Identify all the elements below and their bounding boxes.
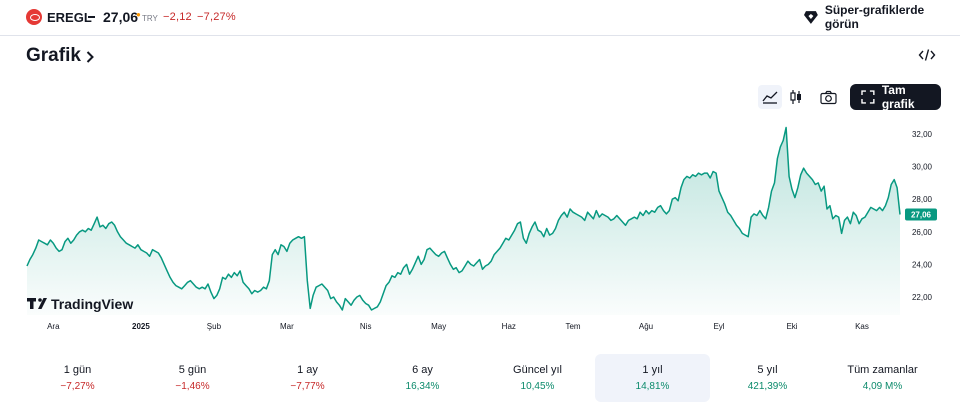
period-button[interactable]: Güncel yıl 10,45% xyxy=(480,354,595,402)
fullscreen-label: Tam grafik xyxy=(881,83,915,111)
y-axis-tick-label: 32,00 xyxy=(912,130,933,139)
x-axis-tick-label: Haz xyxy=(502,322,516,331)
last-price-badge xyxy=(905,208,937,221)
separator-dash xyxy=(88,16,95,18)
price-line xyxy=(26,126,901,311)
x-axis-tick-label: Kas xyxy=(855,322,869,331)
x-axis-tick-label: Tem xyxy=(565,322,580,331)
snapshot-button[interactable] xyxy=(816,85,840,109)
period-button[interactable]: 1 gün −7,27% xyxy=(20,354,135,402)
last-price-label: 27,06 xyxy=(911,211,932,220)
ticker-symbol[interactable]: EREGL xyxy=(47,10,92,25)
period-selector: 1 gün −7,27% 5 gün −1,46% 1 ay −7,77% 6 ay 16,3… xyxy=(20,354,940,402)
period-button[interactable]: 5 yıl 421,39% xyxy=(710,354,825,402)
x-axis-tick-label: Eki xyxy=(786,322,797,331)
section-title: Grafik xyxy=(26,45,81,66)
currency-label: TRY xyxy=(142,14,158,23)
period-button[interactable]: 1 ay −7,77% xyxy=(250,354,365,402)
fullscreen-icon xyxy=(861,90,875,104)
company-logo xyxy=(26,9,42,25)
period-button[interactable]: 5 gün −1,46% xyxy=(135,354,250,402)
x-axis-tick-label: Ara xyxy=(47,322,60,331)
period-change-value: 4,09 M% xyxy=(862,381,903,392)
period-button[interactable]: Tüm zamanlar 4,09 M% xyxy=(825,354,940,402)
section-title-link[interactable]: Grafik xyxy=(26,45,95,67)
period-change-value: 14,81% xyxy=(635,381,670,392)
super-charts-icon xyxy=(803,11,818,24)
tradingview-logo xyxy=(27,298,47,309)
x-axis-tick-label: May xyxy=(431,322,446,331)
period-label: 5 yıl xyxy=(757,364,778,376)
period-label: 1 gün xyxy=(63,364,92,376)
candlestick-chart-button[interactable] xyxy=(784,85,808,109)
tradingview-watermark: TradingView xyxy=(27,296,133,312)
y-axis-tick-label: 22,00 xyxy=(912,293,933,302)
super-charts-link[interactable]: Süper-grafiklerde görün xyxy=(803,3,960,31)
period-label: 1 yıl xyxy=(642,364,663,376)
y-axis-tick-label: 26,00 xyxy=(912,228,933,237)
camera-icon xyxy=(819,90,837,104)
period-change-value: −1,46% xyxy=(175,381,210,392)
y-axis-tick-label: 28,00 xyxy=(912,195,933,204)
price-change-percent: −7,27% xyxy=(197,11,236,23)
price-area-fill xyxy=(27,127,900,315)
period-change-value: 421,39% xyxy=(747,381,788,392)
price-chart[interactable]: 32,00 30,00 28,00 26,00 24,00 22,00 Ara 2025 Şu… xyxy=(0,115,960,340)
period-change-value: 10,45% xyxy=(520,381,555,392)
price-change: −2,12 xyxy=(163,11,192,23)
x-axis-tick-label: Şub xyxy=(207,322,222,331)
y-axis-tick-label: 24,00 xyxy=(912,260,933,269)
period-label: 6 ay xyxy=(412,364,433,376)
chevron-right-icon xyxy=(86,51,94,63)
last-price: 27,06 xyxy=(103,9,139,25)
market-status-dot: ● xyxy=(136,10,141,19)
x-axis-tick-label: Mar xyxy=(280,322,294,331)
period-button[interactable]: 6 ay 16,34% xyxy=(365,354,480,402)
period-label: 5 gün xyxy=(178,364,207,376)
y-axis-tick-label: 30,00 xyxy=(912,163,933,172)
period-label: 1 ay xyxy=(297,364,318,376)
period-change-value: −7,77% xyxy=(290,381,325,392)
period-label: Güncel yıl xyxy=(513,364,562,376)
super-charts-label: Süper-grafiklerde görün xyxy=(824,3,925,31)
embed-code-icon[interactable] xyxy=(918,48,936,62)
fullscreen-chart-button[interactable]: Tam grafik xyxy=(850,83,941,111)
period-button[interactable]: 1 yıl 14,81% xyxy=(595,354,710,402)
x-axis-tick-label: Nis xyxy=(360,322,372,331)
x-axis-tick-label: 2025 xyxy=(132,322,150,331)
last-price-marker: 27,06 xyxy=(905,208,937,221)
tradingview-wordmark: TradingView xyxy=(51,296,133,312)
x-axis-tick-label: Eyl xyxy=(713,322,724,331)
candlestick-icon xyxy=(790,90,801,104)
ticker-bar: EREGL 27,06 ● TRY −2,12 −7,27% Süper-gra… xyxy=(0,0,960,36)
period-change-value: −7,27% xyxy=(60,381,95,392)
area-chart-button[interactable] xyxy=(758,85,782,109)
period-change-value: 16,34% xyxy=(405,381,440,392)
period-label: Tüm zamanlar xyxy=(847,364,918,376)
area-chart-icon xyxy=(762,91,778,104)
x-axis-tick-label: Ağu xyxy=(639,322,653,331)
